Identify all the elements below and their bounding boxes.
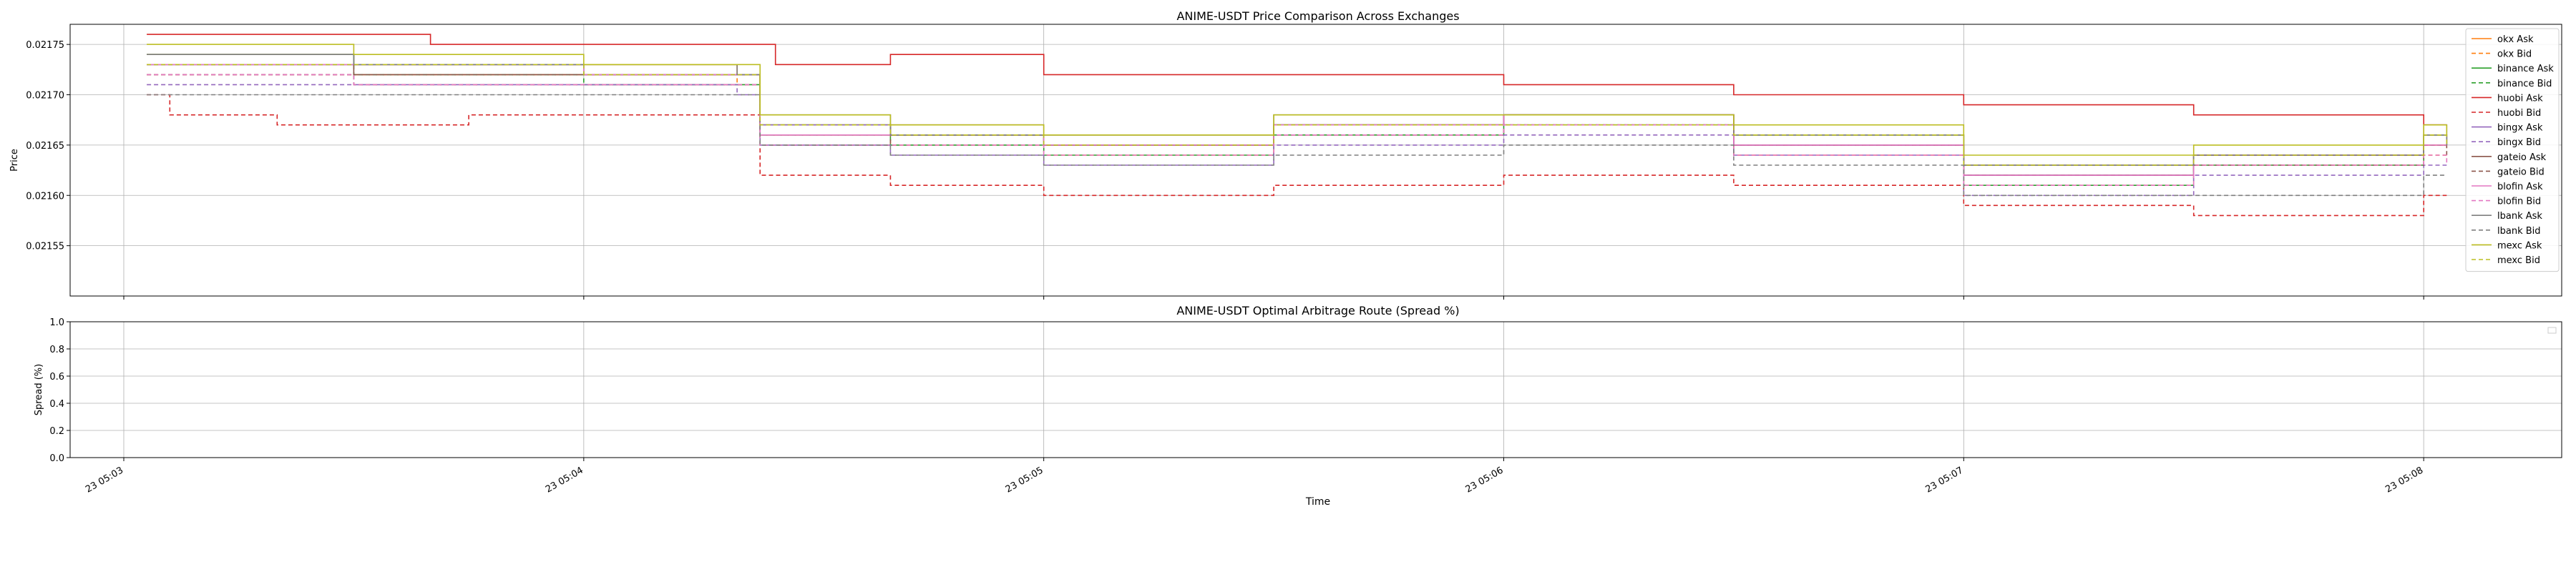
price-y-tick-label: 0.02160 — [26, 191, 64, 202]
spread-x-tick-label: 23 05:04 — [544, 465, 585, 495]
price-plot-frame — [69, 24, 2562, 297]
series-line-lbank-bid — [147, 94, 2447, 197]
spread-x-tick-label: 23 05:03 — [84, 465, 125, 495]
legend-label: mexc Bid — [2497, 255, 2540, 266]
legend-label: gateio Ask — [2497, 152, 2547, 163]
price-y-tick-label: 0.02175 — [26, 40, 64, 51]
price-y-axis-label: Price — [9, 149, 20, 172]
series-line-blofin-bid — [147, 74, 2448, 186]
series-line-mexc-bid — [147, 64, 2448, 166]
price-chart-title: ANIME-USDT Price Comparison Across Excha… — [1176, 9, 1459, 23]
legend-label: blofin Ask — [2497, 182, 2543, 192]
spread-y-tick-label: 0.2 — [49, 426, 64, 437]
price-y-tick-label: 0.02165 — [26, 141, 64, 152]
spread-chart-title: ANIME-USDT Optimal Arbitrage Route (Spre… — [1176, 304, 1459, 317]
spread-y-tick-label: 1.0 — [49, 317, 64, 328]
price-x-ticks — [123, 296, 2424, 300]
spread-x-axis-label: Time — [1305, 496, 1330, 508]
spread-empty-legend — [2547, 327, 2557, 334]
spread-x-ticks: 23 05:03 23 05:04 23 05:05 23 05:06 23 05:07… — [84, 458, 2425, 495]
spread-y-tick-label: 0.6 — [49, 372, 64, 383]
spread-x-tick-label: 23 05:07 — [1923, 465, 1965, 495]
legend-label: okx Bid — [2497, 49, 2532, 60]
legend-label: bingx Bid — [2497, 137, 2541, 148]
legend-label: blofin Bid — [2497, 197, 2541, 207]
legend-box — [2465, 28, 2560, 272]
series-line-bingx-bid — [147, 84, 2447, 197]
legend-label: bingx Ask — [2497, 123, 2543, 134]
spread-y-tick-label: 0.0 — [49, 453, 64, 464]
legend-label: binance Ask — [2497, 64, 2554, 74]
price-y-tick-label: 0.02155 — [26, 242, 64, 252]
spread-chart: ANIME-USDT Optimal Arbitrage Route (Spre… — [34, 304, 2562, 508]
series-line-huobi-bid — [147, 94, 2447, 217]
spread-y-axis-label: Spread (%) — [34, 364, 44, 415]
series-line-huobi-ask — [147, 34, 2447, 126]
spread-x-tick-label: 23 05:05 — [1004, 465, 1045, 495]
price-chart: ANIME-USDT Price Comparison Across Excha… — [9, 9, 2562, 300]
price-y-ticks: 0.02155 0.02160 0.02165 0.02170 0.02175 — [26, 40, 70, 252]
legend-label: huobi Bid — [2497, 108, 2541, 119]
spread-y-tick-label: 0.8 — [49, 345, 64, 355]
legend-label: lbank Ask — [2497, 211, 2542, 222]
legend-label: huobi Ask — [2497, 93, 2543, 104]
legend-label: okx Ask — [2497, 34, 2534, 45]
legend-label: gateio Bid — [2497, 167, 2545, 177]
price-legend: okx Ask okx Bid binance Ask binance Bid huob… — [2465, 28, 2560, 272]
legend-label: mexc Ask — [2497, 240, 2542, 251]
spread-plot-frame — [69, 321, 2562, 458]
spread-plot-area — [70, 322, 2562, 458]
spread-x-tick-label: 23 05:08 — [2384, 465, 2425, 495]
price-plot-area — [70, 24, 2562, 296]
price-y-tick-label: 0.02170 — [26, 91, 64, 102]
price-series-lines — [147, 34, 2448, 217]
spread-y-tick-label: 0.4 — [49, 399, 64, 410]
spread-x-tick-label: 23 05:06 — [1464, 465, 1506, 495]
spread-y-ticks: 0.0 0.2 0.4 0.6 0.8 1.0 — [49, 317, 70, 464]
legend-label: lbank Bid — [2497, 226, 2541, 237]
legend-label: binance Bid — [2497, 79, 2552, 89]
